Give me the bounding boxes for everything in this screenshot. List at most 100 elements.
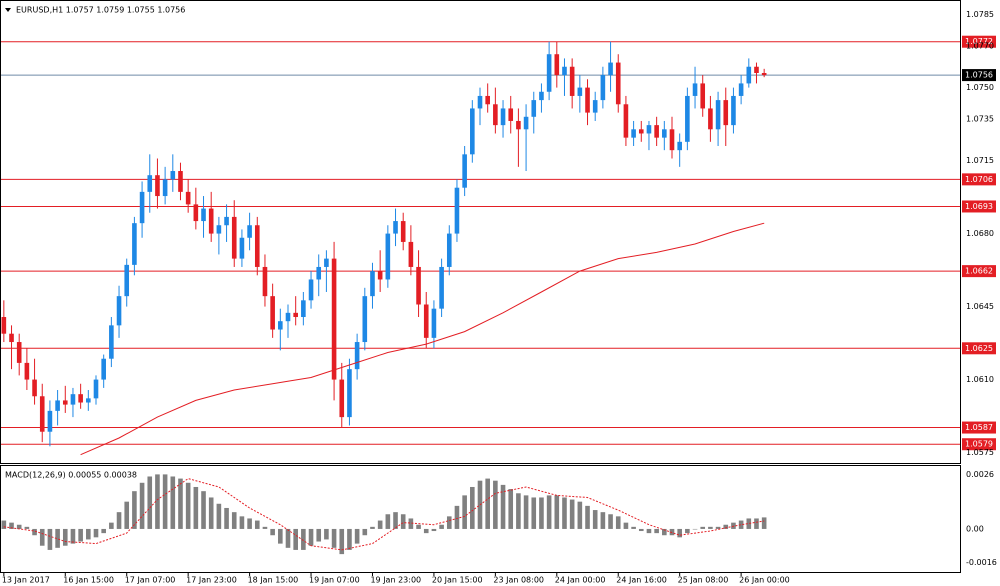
candle-body [562,66,567,76]
candle-body [477,95,483,109]
x-tick-label: 13 Jan 2017 [2,576,50,585]
candle-body [339,379,345,418]
macd-bar [193,486,199,529]
macd-bar [608,514,613,529]
candle-body [531,100,537,117]
macd-bar [754,518,759,529]
candle-body [201,208,206,222]
candle-body [493,104,498,126]
candle-body [462,154,467,188]
candle-body [385,233,391,280]
macd-bar [531,497,537,529]
candle-body [431,308,437,338]
candle-body [631,129,636,138]
macd-bar [224,507,229,529]
macd-bar [55,528,60,548]
macd-bar [1,520,7,529]
candle-body [331,258,337,380]
macd-bar [208,497,214,529]
macd-bar [462,495,467,529]
macd-bar [646,528,652,534]
macd-bar [615,516,621,529]
candle-body [301,300,306,318]
macd-bar [86,528,91,540]
candle-body [654,125,659,138]
macd-bar [116,512,122,529]
candle-body [124,264,130,297]
macd-bar [400,514,406,529]
x-tick-label: 24 Jan 00:00 [555,576,606,585]
candle-body [254,225,260,267]
macd-bar [677,528,682,538]
candle-body [70,394,76,405]
macd-bar [523,495,529,529]
macd-bar [70,528,76,544]
macd-bar [308,528,314,546]
candle-body [55,400,60,411]
macd-bar [393,512,398,529]
x-tick-label: 25 Jan 08:00 [678,576,729,585]
macd-bar [331,528,337,548]
menu-arrow[interactable] [5,8,11,12]
macd-bar [370,526,375,529]
macd-bar [539,497,544,529]
level-tag [962,200,996,213]
macd-bar [454,505,460,529]
candle-body [685,95,690,142]
label-layer: 13 Jan 2017 16 Jan 15:00 17 Jan 07:00 17 Ja… [2,10,997,584]
chart-header: EURUSD,H1 1.0757 1.0759 1.0755 1.0756 [16,6,185,15]
candle-body [608,62,613,76]
candle-body [370,271,375,297]
y-tick-label: 1.0735 [966,114,994,123]
macd-bar [262,526,268,529]
candle-body [638,129,644,134]
x-tick-label: 26 Jan 00:00 [739,576,790,585]
macd-bar [270,528,275,536]
level-label: 1.0772 [965,37,993,46]
candle-body [39,396,45,432]
macd-bar [32,528,37,536]
candle-body [393,221,398,234]
level-tag [962,421,996,434]
candle-body [178,171,183,192]
candle-body [270,296,275,330]
candle-body [354,342,360,370]
candle-body [692,83,698,96]
y-tick-label: 0.00 [966,524,984,533]
candle-body [546,54,552,92]
candle-body [16,342,22,363]
candle-body [185,191,191,205]
level-tag [962,69,996,82]
macd-bar [416,524,421,529]
macd-bar [47,528,53,550]
macd-bar [124,501,130,529]
level-label: 1.0662 [965,267,993,276]
candle-body [362,296,368,343]
candle-body [147,175,153,192]
candle-body [416,266,421,305]
candle-body [754,66,759,73]
candle-body [646,125,652,134]
macd-bar [439,524,444,529]
candle-body [116,296,122,326]
macd-bar [24,526,30,529]
signal-line [3,478,765,551]
candle-body [523,116,529,130]
candle-body [715,100,721,130]
macd-bar [316,528,322,542]
candle-body [278,321,283,330]
candle-body [32,379,37,397]
candle-body [738,83,744,96]
main-frame [0,0,961,464]
candle-body [139,191,145,224]
macd-bar [631,526,636,529]
candle-body [600,75,606,101]
y-tick-label: 1.0645 [966,302,994,311]
candle-body [731,95,736,126]
macd-bar [508,489,514,529]
macd-bar [9,522,14,529]
candle-body [708,108,713,130]
x-tick-label: 18 Jan 15:00 [248,576,299,585]
